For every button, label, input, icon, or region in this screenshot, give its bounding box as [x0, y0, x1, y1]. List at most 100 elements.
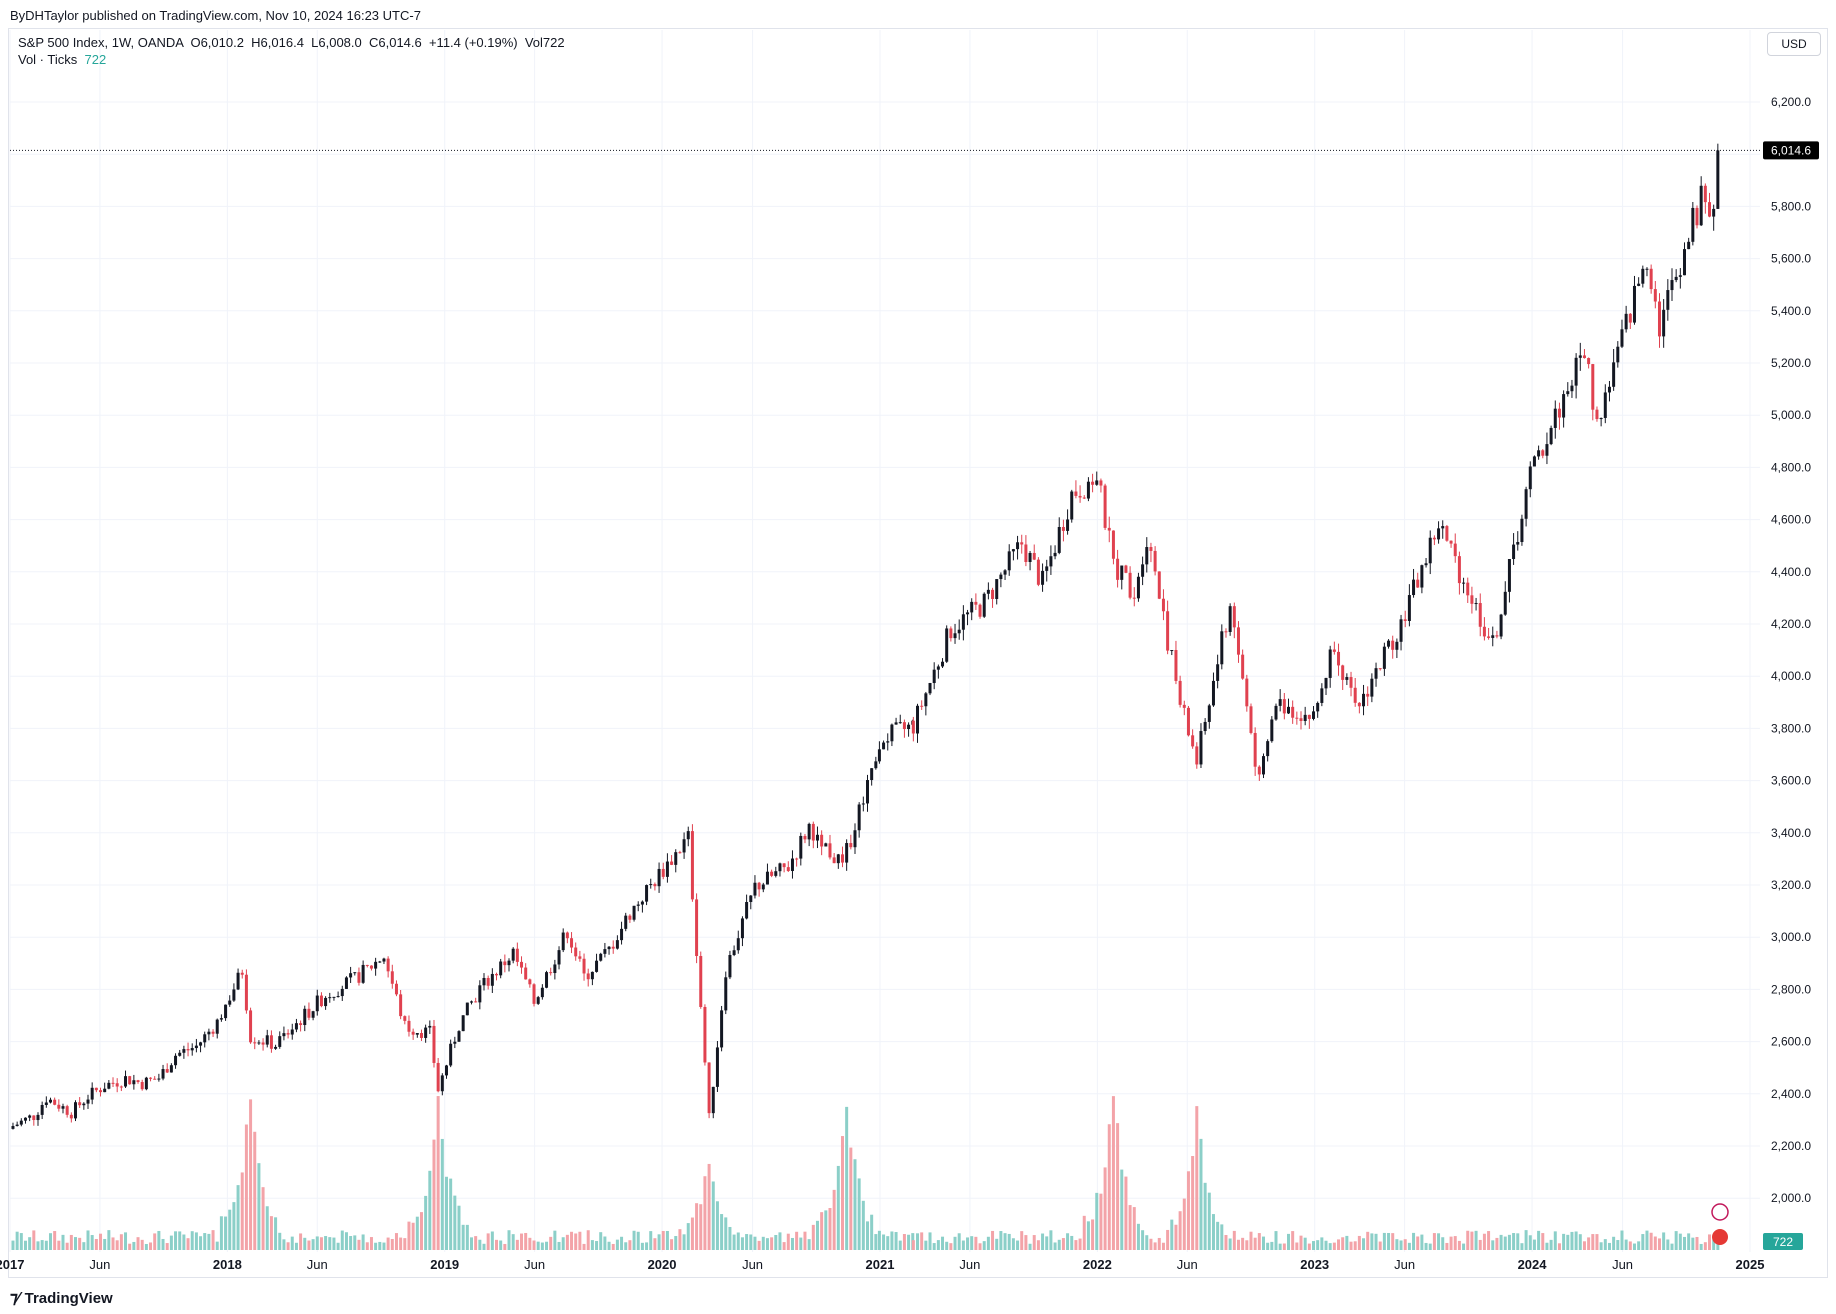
volume-bar [444, 1176, 448, 1250]
candle-body [1341, 665, 1345, 680]
volume-bar [945, 1241, 949, 1250]
candle-body [745, 902, 749, 919]
volume-bar [978, 1243, 982, 1250]
candle-body [853, 830, 857, 848]
candle-body [795, 858, 799, 860]
price-tick-label: 6,200.0 [1771, 95, 1811, 109]
volume-bar [682, 1234, 686, 1250]
volume-bar [15, 1231, 19, 1250]
candle-body [1170, 650, 1174, 652]
volume-bar [286, 1242, 290, 1250]
volume-bar [724, 1217, 728, 1250]
volume-bar [765, 1238, 769, 1250]
volume-bar [1420, 1234, 1424, 1250]
candle-body [999, 574, 1003, 580]
volume-bar [1362, 1238, 1366, 1250]
volume-bar [1357, 1235, 1361, 1250]
candle-body [653, 884, 657, 887]
candle-body [1312, 711, 1316, 719]
volume-bar [23, 1240, 27, 1250]
volume-bar [90, 1235, 94, 1250]
volume-bar [1216, 1221, 1220, 1250]
volume-bar [1712, 1239, 1716, 1250]
volume-bar [561, 1237, 565, 1250]
candle-body [720, 1010, 724, 1048]
volume-bar [1011, 1238, 1015, 1250]
candle-body [615, 940, 619, 949]
candle-body [1124, 565, 1128, 573]
volume-bar [1303, 1237, 1307, 1250]
candle-body [874, 761, 878, 769]
volume-bar [657, 1234, 661, 1250]
volume-bar [1516, 1233, 1520, 1250]
price-tick-label: 4,200.0 [1771, 617, 1811, 631]
candle-body [1591, 364, 1595, 410]
volume-bar [1003, 1233, 1007, 1250]
time-tick-label: Jun [307, 1257, 328, 1272]
volume-bar [1612, 1236, 1616, 1250]
volume-bar [1332, 1242, 1336, 1250]
candle-body [861, 803, 865, 805]
candle-body [1337, 651, 1341, 666]
candle-body [444, 1065, 448, 1076]
candle-body [1357, 702, 1361, 707]
candle-body [1407, 595, 1411, 621]
volume-bar [1624, 1239, 1628, 1250]
candle-body [603, 949, 607, 954]
volume-bar [269, 1216, 273, 1250]
volume-bar [1191, 1156, 1195, 1250]
candle-body [303, 1008, 307, 1026]
volume-bar [1032, 1235, 1036, 1250]
candle-body [1437, 528, 1441, 540]
candle-body [394, 983, 398, 995]
volume-bar [65, 1242, 69, 1250]
candle-body [1024, 544, 1028, 562]
volume-bar [190, 1231, 194, 1250]
volume-bar [1316, 1240, 1320, 1250]
candle-body [215, 1019, 219, 1034]
candle-body [107, 1082, 111, 1089]
tradingview-logo[interactable]: ⁊⁄ TradingView [10, 1288, 113, 1308]
volume-bar [1645, 1230, 1649, 1250]
candle-body [265, 1035, 269, 1045]
candle-body [124, 1076, 128, 1087]
candle-body [1420, 565, 1424, 588]
volume-bar [449, 1178, 453, 1250]
candle-body [495, 973, 499, 976]
candle-body [886, 741, 890, 743]
volume-bar [182, 1234, 186, 1250]
volume-bar [1266, 1242, 1270, 1250]
candle-body [828, 843, 832, 858]
currency-button[interactable]: USD [1767, 32, 1821, 56]
volume-bar [469, 1237, 473, 1250]
symbol-legend[interactable]: S&P 500 Index, 1W, OANDA O6,010.2 H6,016… [18, 35, 565, 50]
candle-body [1174, 650, 1178, 681]
volume-bar [78, 1237, 82, 1250]
volume-bar [1136, 1223, 1140, 1250]
volume-bar [1632, 1243, 1636, 1250]
candle-body [1228, 606, 1232, 632]
price-tick-label: 3,600.0 [1771, 774, 1811, 788]
candle-body [1353, 687, 1357, 703]
candle-body [1682, 249, 1686, 276]
volume-bar [161, 1238, 165, 1250]
volume-bar [32, 1230, 36, 1250]
volume-legend[interactable]: Vol · Ticks 722 [18, 52, 106, 67]
volume-bar [432, 1139, 436, 1250]
volume-bar [886, 1236, 890, 1250]
volume-bar [186, 1238, 190, 1250]
candle-body [1395, 641, 1399, 650]
volume-bar [1082, 1215, 1086, 1250]
candle-body [1545, 444, 1549, 456]
volume-bar [1307, 1243, 1311, 1250]
candle-body [991, 589, 995, 599]
price-tick-label: 5,000.0 [1771, 408, 1811, 422]
candle-body [670, 861, 674, 865]
volume-bar [1495, 1237, 1499, 1250]
candle-body [324, 997, 328, 1007]
time-tick-label: 2024 [1518, 1257, 1548, 1272]
volume-bar [1474, 1230, 1478, 1250]
volume-bar [1382, 1232, 1386, 1250]
candle-body [315, 995, 319, 1012]
